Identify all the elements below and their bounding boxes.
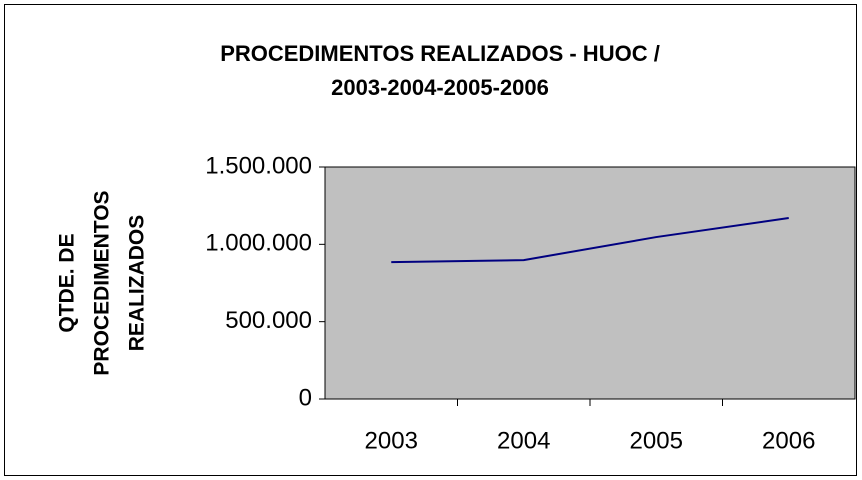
y-axis-label: PROCEDIMENTOS <box>91 190 114 375</box>
x-tick-label: 2003 <box>365 427 418 454</box>
chart-title: PROCEDIMENTOS REALIZADOS - HUOC / <box>220 41 660 66</box>
x-tick-label: 2005 <box>630 427 683 454</box>
y-axis-label: QTDE. DE <box>56 233 79 332</box>
x-tick-label: 2006 <box>762 427 815 454</box>
y-tick-label: 0 <box>299 384 312 411</box>
x-tick-label: 2004 <box>497 427 550 454</box>
y-tick-label: 1.500.000 <box>205 152 312 179</box>
y-tick-label: 1.000.000 <box>205 230 312 257</box>
plot-area <box>324 166 856 400</box>
y-axis-label: REALIZADOS <box>126 215 149 352</box>
y-tick-label: 500.000 <box>225 307 312 334</box>
chart-title: 2003-2004-2005-2006 <box>331 75 549 100</box>
data-line <box>391 217 789 264</box>
